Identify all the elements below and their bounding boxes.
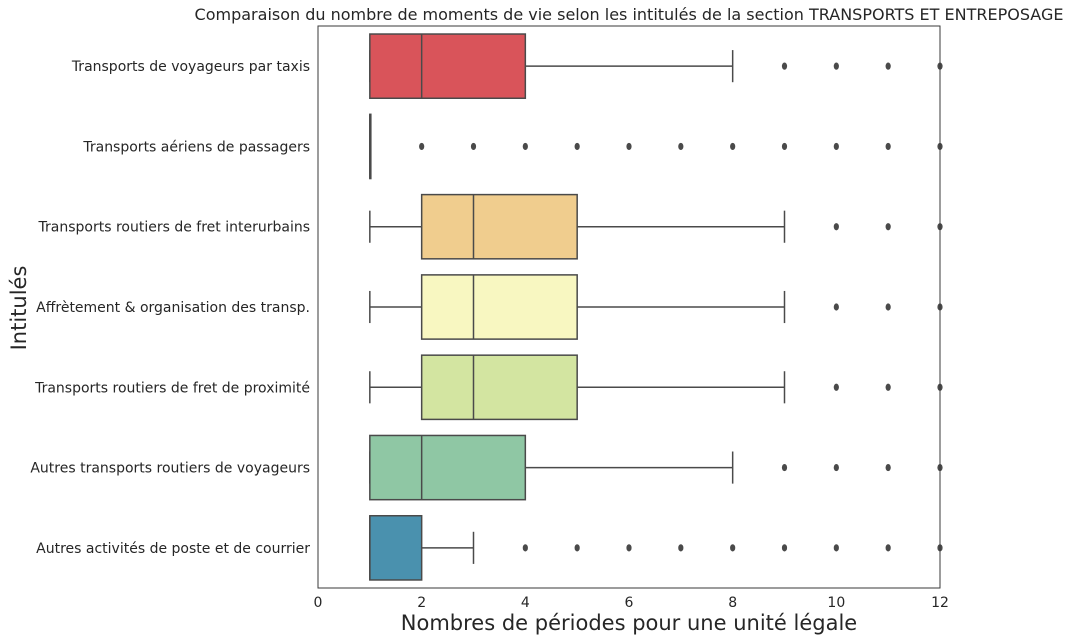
box-group: [369, 113, 943, 180]
outlier-point: [885, 223, 891, 231]
outlier-point: [833, 223, 839, 231]
plot-area: [369, 33, 943, 581]
iqr-box: [420, 354, 578, 421]
iqr-box: [369, 33, 527, 100]
outlier-point: [781, 142, 788, 151]
iqr-box: [420, 193, 578, 260]
category-label: Autres activités de poste et de courrier: [36, 541, 310, 557]
x-tick-label: 6: [625, 595, 634, 611]
outlier-point: [522, 544, 528, 552]
category-label: Transports de voyageurs par taxis: [71, 59, 310, 75]
box-group: [369, 514, 943, 581]
plot-frame: [317, 25, 941, 589]
box-group: [369, 274, 943, 340]
outlier-point: [470, 142, 477, 151]
outlier-point: [781, 62, 788, 70]
x-axis-ticks: 0 2 4 6 8 10 12: [314, 595, 949, 611]
iqr-box: [420, 274, 578, 340]
outlier-point: [833, 62, 839, 70]
category-label: Transports routiers de fret de proximité: [34, 380, 310, 396]
box-group: [369, 33, 943, 100]
outlier-point: [522, 142, 528, 151]
outlier-point: [574, 142, 580, 151]
iqr-box: [369, 514, 423, 581]
outlier-point: [781, 463, 788, 472]
category-label: Autres transports routiers de voyageurs: [30, 461, 310, 477]
x-tick-label: 4: [521, 595, 530, 611]
x-tick-label: 10: [827, 595, 845, 611]
iqr-box: [369, 434, 527, 501]
box-group: [369, 354, 943, 421]
outlier-point: [419, 142, 425, 151]
outlier-point: [885, 142, 891, 151]
outlier-point: [833, 544, 839, 552]
outlier-point: [885, 544, 891, 552]
outlier-point: [885, 303, 891, 311]
outlier-point: [626, 142, 632, 151]
outlier-point: [730, 544, 736, 552]
chart-title: Comparaison du nombre de moments de vie …: [195, 5, 1064, 24]
outlier-point: [678, 142, 684, 151]
outlier-point: [885, 463, 891, 472]
outlier-point: [574, 544, 580, 552]
outlier-point: [833, 383, 839, 391]
x-axis-label: Nombres de périodes pour une unité légal…: [401, 611, 857, 635]
box-group: [369, 434, 943, 501]
y-axis-categories: Transports de voyageurs par taxis Transpo…: [30, 59, 310, 557]
category-label: Transports aériens de passagers: [82, 139, 310, 155]
x-tick-label: 2: [417, 595, 426, 611]
x-tick-label: 8: [728, 595, 737, 611]
outlier-point: [833, 463, 839, 472]
outlier-point: [626, 544, 632, 552]
outlier-point: [885, 383, 891, 391]
outlier-point: [833, 142, 839, 151]
y-axis-label: Intitulés: [7, 266, 31, 351]
box-group: [369, 193, 943, 260]
category-label: Transports routiers de fret interurbains: [38, 220, 310, 236]
x-tick-label: 0: [314, 595, 323, 611]
x-tick-label: 12: [931, 595, 949, 611]
category-label: Affrètement & organisation des transp.: [36, 300, 310, 316]
outlier-point: [730, 142, 736, 151]
outlier-point: [833, 303, 839, 311]
outlier-point: [678, 544, 684, 552]
outlier-point: [781, 544, 788, 552]
outlier-point: [885, 62, 891, 70]
